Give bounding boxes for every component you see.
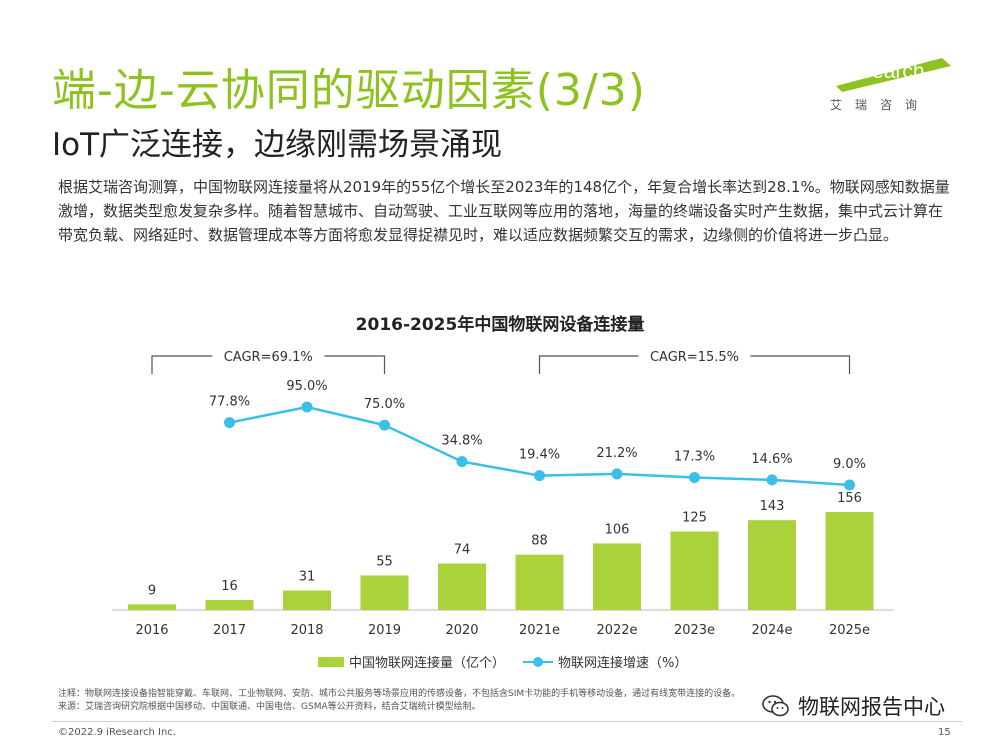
- cagr-bracket-right: [750, 355, 851, 374]
- page-number: 15: [938, 727, 951, 738]
- bar-value-label: 55: [376, 554, 393, 569]
- x-tick-label: 2020: [445, 623, 478, 638]
- growth-value-label: 21.2%: [596, 446, 637, 461]
- source-text: 来源：艾瑞咨询研究院根据中国移动、中国联通、中国电信、GSMA等公开资料，结合艾…: [58, 702, 481, 712]
- growth-point: [224, 417, 235, 429]
- copyright: ©2022.9 iResearch Inc.: [58, 727, 176, 738]
- legend-label-growth: 物联网连接增速（%）: [558, 656, 688, 671]
- legend-item-connections: 中国物联网连接量（亿个）: [318, 652, 505, 671]
- growth-value-label: 9.0%: [833, 457, 866, 472]
- bar-2019: [360, 575, 409, 610]
- wechat-icon: [762, 695, 789, 717]
- cagr-bracket-left: [151, 355, 213, 374]
- bar-value-label: 74: [454, 543, 471, 558]
- x-tick-label: 2019: [368, 623, 401, 638]
- bar-2023e: [670, 531, 719, 610]
- growth-value-label: 19.4%: [519, 448, 560, 463]
- x-tick-label: 2018: [290, 623, 323, 638]
- bar-value-label: 16: [221, 579, 238, 594]
- growth-point: [611, 468, 623, 480]
- legend-line-swatch: [523, 656, 554, 668]
- cagr-label: CAGR=69.1%: [224, 350, 313, 365]
- x-tick-label: 2021e: [519, 623, 560, 638]
- bar-2021e: [515, 554, 564, 610]
- x-tick-label: 2022e: [596, 623, 637, 638]
- chart-title: 2016-2025年中国物联网设备连接量: [355, 315, 645, 335]
- growth-value-label: 14.6%: [751, 452, 792, 467]
- cagr-bracket-right: [324, 355, 386, 374]
- chart-legend: 中国物联网连接量（亿个） 物联网连接增速（%）: [318, 652, 705, 671]
- legend-label-connections: 中国物联网连接量（亿个）: [349, 656, 506, 671]
- page-title: 端-边-云协同的驱动因素(3/3): [52, 65, 646, 116]
- growth-point: [301, 401, 313, 413]
- chart-notes: 注释：物联网连接设备指智能穿戴、车联网、工业物联网、安防、城市公共服务等场景应用…: [58, 688, 958, 714]
- bar-2022e: [593, 543, 641, 610]
- x-tick-label: 2025e: [829, 623, 870, 638]
- bar-2025e: [825, 512, 874, 610]
- legend-item-growth: 物联网连接增速（%）: [523, 652, 687, 671]
- growth-value-label: 17.3%: [674, 449, 715, 464]
- bar-value-label: 9: [148, 583, 156, 598]
- bar-value-label: 125: [682, 510, 707, 525]
- watermark-text: 物联网报告中心: [798, 695, 945, 719]
- growth-point: [766, 474, 778, 486]
- legend-bar-swatch: [318, 656, 344, 667]
- cagr-label: CAGR=15.5%: [650, 350, 739, 365]
- x-tick-label: 2016: [135, 623, 168, 638]
- cagr-bracket-left: [538, 355, 639, 374]
- growth-value-label: 75.0%: [364, 397, 405, 412]
- bar-2018: [283, 590, 331, 610]
- logo-cn-text: 艾瑞咨询: [830, 98, 931, 112]
- bar-value-label: 143: [760, 499, 785, 514]
- bar-value-label: 31: [299, 570, 316, 585]
- bar-2016: [128, 604, 176, 610]
- bar-2017: [205, 599, 254, 610]
- note-text: 注释：物联网连接设备指智能穿戴、车联网、工业物联网、安防、城市公共服务等场景应用…: [58, 689, 741, 699]
- bar-value-label: 156: [837, 491, 862, 506]
- growth-value-label: 34.8%: [441, 434, 482, 449]
- footer-divider: [52, 721, 962, 722]
- growth-point: [379, 419, 390, 431]
- growth-point: [534, 470, 545, 482]
- page-subtitle: IoT广泛连接，边缘刚需场景涌现: [52, 127, 503, 163]
- growth-point: [456, 456, 468, 468]
- bar-2024e: [748, 520, 796, 610]
- growth-point: [844, 479, 855, 491]
- intro-paragraph: 根据艾瑞咨询测算，中国物联网连接量将从2019年的55亿个增长至2023年的14…: [58, 178, 950, 244]
- x-tick-label: 2023e: [674, 623, 715, 638]
- bar-value-label: 88: [531, 534, 548, 549]
- iresearch-logo: iResearch 艾瑞咨询: [830, 52, 955, 112]
- x-tick-label: 2017: [213, 623, 246, 638]
- logo-brand-text: iResearch: [830, 60, 925, 83]
- connection-chart: 9 2016 16 2017 31 2018 55 2019 74 2020 88 2021e 106 2…: [112, 350, 894, 638]
- logo-swoosh-icon: [836, 58, 951, 92]
- x-tick-label: 2024e: [751, 623, 792, 638]
- growth-value-label: 77.8%: [209, 395, 250, 410]
- bar-2020: [438, 563, 486, 610]
- bar-value-label: 106: [605, 522, 630, 537]
- growth-point: [689, 471, 700, 483]
- watermark: 物联网报告中心: [762, 691, 945, 721]
- growth-value-label: 95.0%: [286, 379, 327, 394]
